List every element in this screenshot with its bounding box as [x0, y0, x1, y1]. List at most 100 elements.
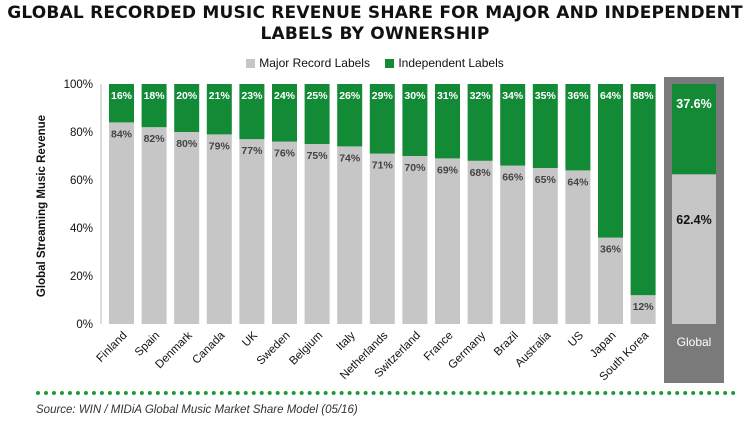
legend-swatch-independent [385, 59, 395, 68]
bar-major [109, 122, 134, 325]
bar-major [630, 295, 656, 324]
data-label-major: 80% [176, 138, 198, 150]
bar-independent [500, 84, 526, 166]
bar-independent [532, 84, 558, 168]
bar-independent [630, 84, 656, 296]
x-tick-label: Japan [588, 330, 619, 361]
bar-independent [369, 84, 395, 154]
bar-independent [174, 84, 200, 132]
bar-independent [304, 84, 330, 144]
data-label-independent: 88% [633, 90, 655, 102]
bar-independent [272, 84, 297, 142]
data-label-major: 75% [307, 150, 329, 162]
bar-major [532, 168, 558, 324]
data-label-major: 12% [633, 301, 655, 313]
data-label-independent: 21% [209, 90, 231, 102]
bar-major [369, 153, 395, 324]
bar-major [402, 156, 428, 324]
dotted-divider [36, 391, 736, 395]
bar-independent [435, 84, 460, 159]
data-label-major: 82% [144, 133, 166, 145]
x-tick-label: Canada [190, 329, 227, 366]
data-label-independent: 32% [470, 90, 492, 102]
bar-major [672, 174, 716, 324]
x-tick-label: Global [677, 335, 712, 349]
x-tick-label: Italy [334, 329, 358, 353]
data-label-major: 76% [274, 148, 296, 160]
bar-major [598, 237, 623, 324]
bar-major [337, 146, 363, 324]
bar-independent [109, 84, 134, 123]
data-label-major: 74% [339, 152, 361, 164]
data-label-independent: 18% [144, 90, 166, 102]
bar-independent [598, 84, 623, 238]
bar-major [467, 160, 493, 324]
data-label-major: 62.4% [676, 213, 711, 227]
legend-swatch-major [246, 59, 256, 68]
data-label-major: 66% [502, 172, 524, 184]
source-note: Source: WIN / MIDiA Global Music Market … [36, 404, 358, 416]
y-tick-label: 40% [70, 223, 93, 235]
y-tick-label: 100% [64, 79, 93, 91]
x-tick-label: Brazil [492, 330, 521, 359]
bar-major [239, 139, 265, 324]
bar-independent [467, 84, 493, 161]
bar-independent [337, 84, 363, 147]
legend-label-independent: Independent Labels [398, 56, 504, 70]
bar-major [206, 134, 232, 324]
chart-title-line-1: GLOBAL RECORDED MUSIC REVENUE SHARE FOR … [7, 3, 743, 23]
x-tick-label: Spain [133, 330, 162, 359]
data-label-independent: 23% [241, 90, 263, 102]
bar-major [500, 165, 526, 324]
data-label-independent: 25% [307, 90, 329, 102]
bar-major [141, 127, 167, 324]
y-tick-label: 20% [70, 271, 93, 283]
bar-independent [141, 84, 167, 128]
data-label-major: 70% [404, 162, 426, 174]
data-label-independent: 34% [502, 90, 524, 102]
bar-independent [402, 84, 428, 156]
x-tick-label: Belgium [287, 330, 325, 368]
bar-independent [565, 84, 591, 171]
x-tick-label: Australia [513, 329, 554, 370]
data-label-major: 71% [372, 160, 394, 172]
data-label-major: 64% [567, 176, 589, 188]
data-label-independent: 16% [111, 90, 133, 102]
data-label-independent: 24% [274, 90, 296, 102]
legend-item-major: Major Record Labels [246, 56, 370, 70]
data-label-major: 84% [111, 128, 133, 140]
data-label-independent: 35% [535, 90, 557, 102]
bar-major [435, 158, 460, 324]
chart-title: GLOBAL RECORDED MUSIC REVENUE SHARE FOR … [0, 3, 750, 45]
bar-major [174, 132, 200, 324]
x-tick-label: UK [240, 329, 260, 349]
bar-independent [239, 84, 265, 140]
x-tick-label: Sweden [255, 330, 293, 368]
data-label-independent: 31% [437, 90, 459, 102]
data-label-independent: 36% [567, 90, 589, 102]
legend-item-independent: Independent Labels [385, 56, 504, 70]
data-label-independent: 20% [176, 90, 198, 102]
chart-svg: 0% 20% 40% 60% 80% 100% Global Streaming Music… [36, 77, 724, 383]
y-tick-label: 60% [70, 175, 93, 187]
bar-major [304, 144, 330, 324]
y-tick-label: 0% [76, 319, 93, 331]
data-label-independent: 64% [600, 90, 622, 102]
y-tick-label: 80% [70, 127, 93, 139]
x-tick-label: Finland [94, 330, 129, 365]
bar-independent [206, 84, 232, 135]
data-label-independent: 30% [404, 90, 426, 102]
x-tick-label: US [566, 329, 586, 349]
data-label-major: 68% [470, 167, 492, 179]
legend-label-major: Major Record Labels [259, 56, 370, 70]
bar-independent [672, 84, 716, 175]
data-label-major: 69% [437, 164, 459, 176]
data-label-independent: 26% [339, 90, 361, 102]
data-label-major: 36% [600, 244, 622, 256]
data-label-independent: 29% [372, 90, 394, 102]
data-label-major: 77% [241, 145, 263, 157]
bar-major [565, 170, 591, 324]
chart-title-line-2: LABELS BY OWNERSHIP [260, 24, 490, 44]
data-label-independent: 37.6% [676, 97, 711, 111]
data-label-major: 79% [209, 140, 231, 152]
